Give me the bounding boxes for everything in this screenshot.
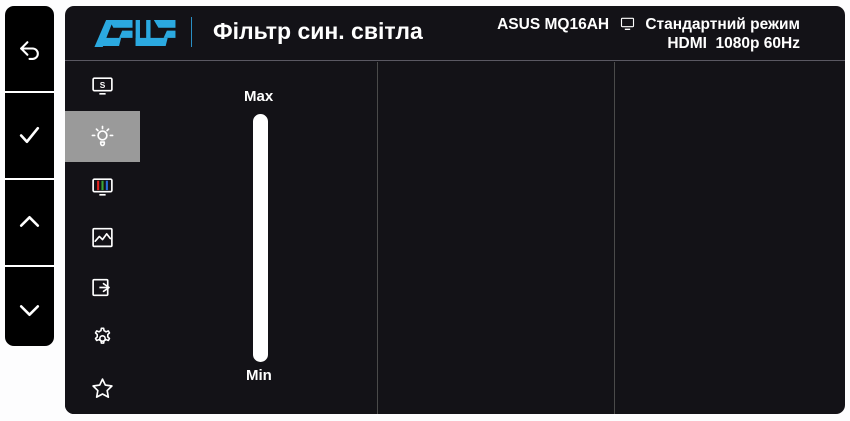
svg-text:S: S xyxy=(100,80,106,90)
